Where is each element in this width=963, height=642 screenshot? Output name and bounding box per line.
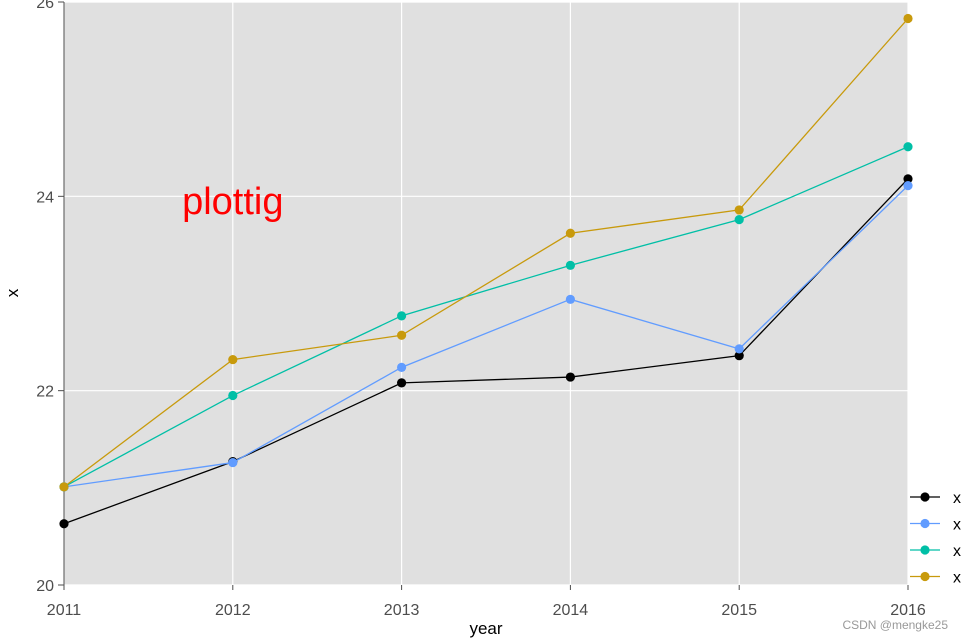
y-tick-label: 24	[36, 189, 54, 206]
data-point	[903, 13, 913, 24]
series-line	[63, 146, 909, 488]
data-point	[565, 228, 576, 238]
grid-lines	[63, 1, 909, 586]
series-layer	[59, 13, 913, 529]
axes: 20 22 24 26 2011 2012 2013 2014 2015 2016	[36, 0, 926, 619]
data-point	[565, 372, 576, 382]
series-line	[63, 18, 909, 488]
series-4	[59, 13, 913, 492]
data-point	[397, 311, 407, 321]
x-tick-label: 2012	[215, 602, 251, 619]
x-tick-label: 2015	[721, 602, 757, 619]
legend-item: x	[910, 570, 961, 587]
series-line	[63, 178, 909, 525]
legend-key-point	[920, 571, 930, 582]
legend-item: x	[910, 517, 961, 534]
x-tick-label: 2011	[47, 602, 82, 619]
legend-label: x	[953, 570, 961, 587]
legend-label: x	[953, 517, 961, 534]
data-point	[228, 390, 238, 401]
data-point	[228, 354, 238, 365]
y-tick-label: 26	[36, 0, 54, 12]
legend-label: x	[953, 490, 961, 507]
data-point	[59, 482, 69, 492]
data-point	[397, 362, 407, 372]
series-line	[63, 185, 909, 488]
legend-label: x	[953, 543, 961, 560]
x-tick-label: 2016	[890, 602, 926, 619]
y-axis-title: x	[3, 288, 22, 297]
legend-item: x	[910, 490, 961, 507]
data-point	[734, 344, 744, 354]
plot-panel	[64, 2, 908, 585]
data-point	[903, 174, 913, 184]
x-axis-title: year	[469, 619, 502, 638]
data-point	[59, 519, 69, 529]
watermark: CSDN @mengke25	[842, 618, 948, 632]
data-point	[228, 457, 238, 468]
legend-item: x	[910, 543, 961, 560]
legend-key-point	[920, 545, 930, 555]
x-tick-label: 2014	[553, 602, 589, 619]
data-point	[397, 378, 407, 388]
data-point	[734, 205, 744, 215]
data-point	[565, 294, 576, 304]
data-point	[397, 330, 407, 340]
legend-key-point	[920, 518, 930, 529]
data-point	[565, 260, 576, 270]
legend-key-point	[920, 492, 930, 502]
data-point	[903, 181, 913, 191]
y-tick-label: 20	[36, 578, 54, 595]
x-tick-label: 2013	[384, 602, 420, 619]
data-point	[734, 215, 744, 225]
chart-annotation: plottig	[182, 181, 283, 223]
data-point	[734, 351, 744, 361]
y-tick-label: 22	[36, 384, 54, 401]
data-point	[903, 142, 913, 152]
